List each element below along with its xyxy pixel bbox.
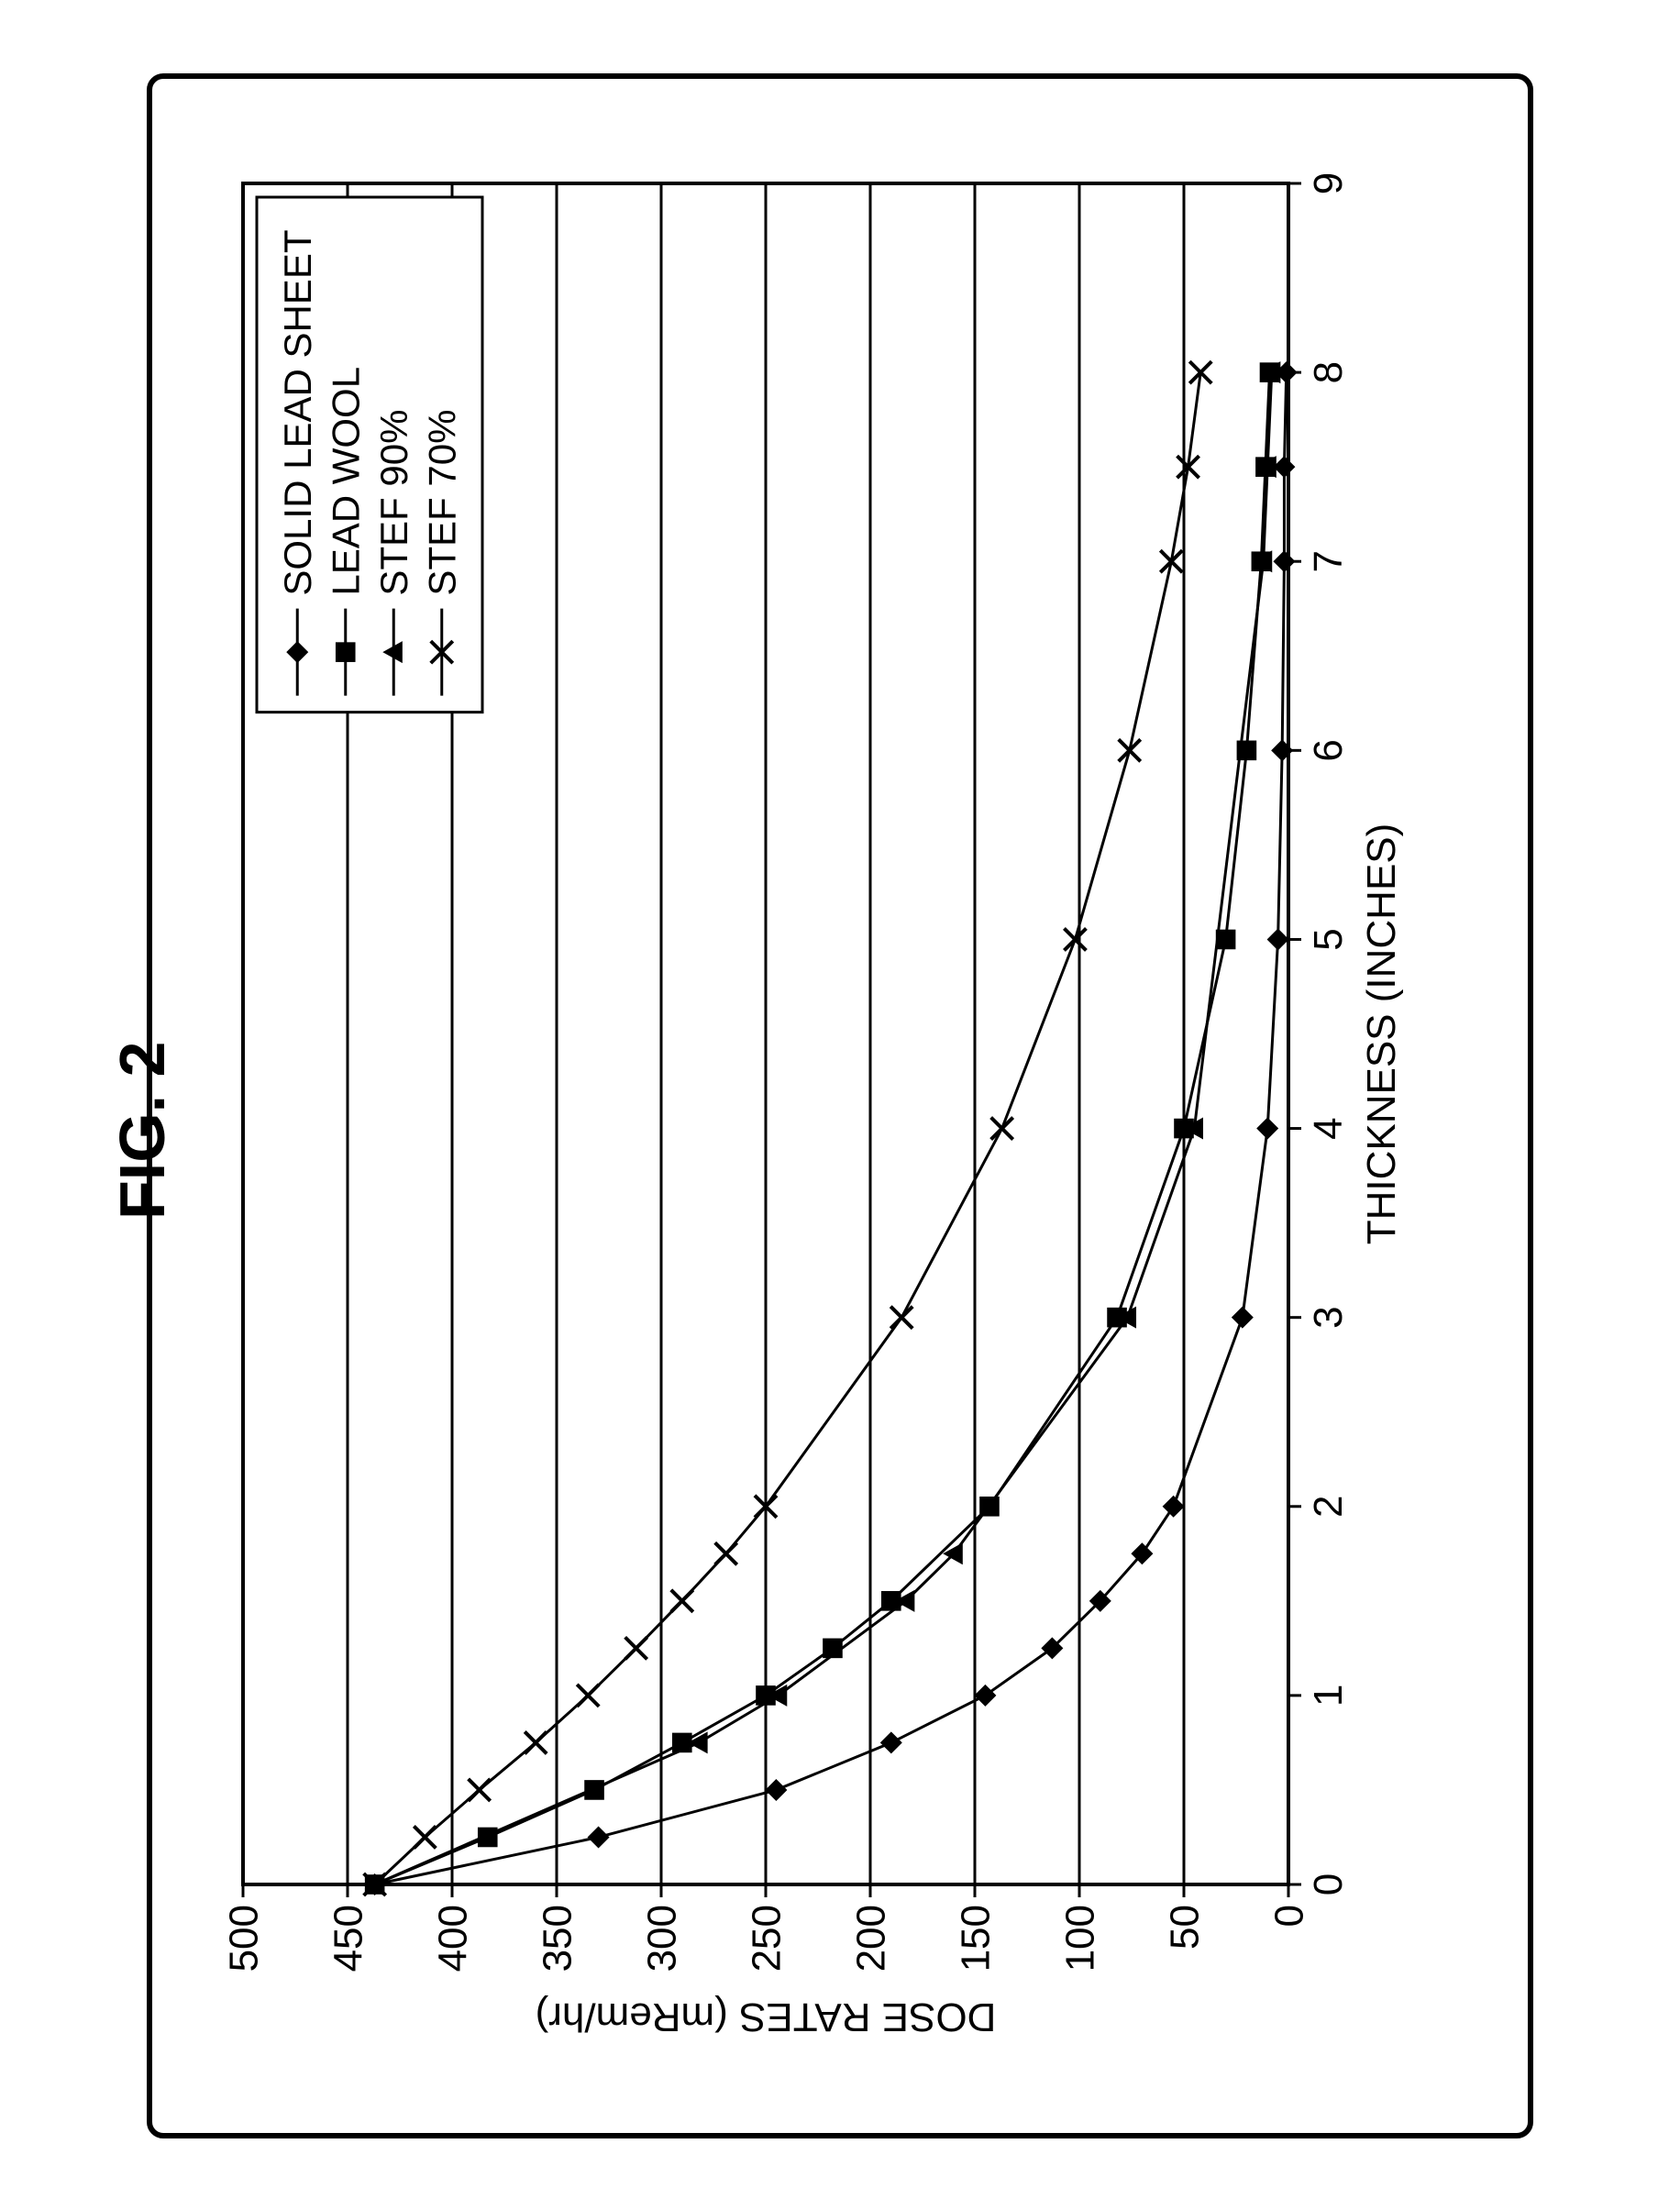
svg-text:5: 5 xyxy=(1306,928,1351,950)
svg-text:350: 350 xyxy=(535,1905,580,1972)
svg-text:0: 0 xyxy=(1306,1873,1351,1895)
svg-text:7: 7 xyxy=(1306,550,1351,572)
figure-label: FIG. 2 xyxy=(105,1042,179,1220)
svg-text:STEF 90%: STEF 90% xyxy=(372,410,415,596)
svg-text:250: 250 xyxy=(744,1905,789,1972)
svg-text:DOSE RATES (mRem/hr): DOSE RATES (mRem/hr) xyxy=(536,1995,997,2039)
svg-text:200: 200 xyxy=(848,1905,893,1972)
svg-text:LEAD WOOL: LEAD WOOL xyxy=(324,367,367,596)
svg-text:9: 9 xyxy=(1306,172,1351,194)
svg-text:4: 4 xyxy=(1306,1117,1351,1139)
svg-text:150: 150 xyxy=(953,1905,998,1972)
chart-svg: 0 1 2 3 4 5 6 7 8 9 0 50 100 150 200 250 300 350 400 450 500… xyxy=(220,151,1440,2054)
chart: 0 1 2 3 4 5 6 7 8 9 0 50 100 150 200 250 300 350 400 450 500… xyxy=(220,151,1440,2054)
svg-text:2: 2 xyxy=(1306,1496,1351,1518)
legend: SOLID LEAD SHEETLEAD WOOLSTEF 90%STEF 70… xyxy=(257,197,482,713)
svg-text:400: 400 xyxy=(430,1905,475,1972)
svg-text:SOLID LEAD SHEET: SOLID LEAD SHEET xyxy=(276,230,319,596)
svg-text:450: 450 xyxy=(326,1905,370,1972)
svg-text:500: 500 xyxy=(221,1905,266,1972)
svg-text:3: 3 xyxy=(1306,1306,1351,1328)
svg-text:8: 8 xyxy=(1306,361,1351,383)
svg-text:100: 100 xyxy=(1057,1905,1102,1972)
svg-text:50: 50 xyxy=(1162,1905,1207,1950)
svg-text:STEF 70%: STEF 70% xyxy=(420,410,463,596)
svg-text:6: 6 xyxy=(1306,739,1351,761)
svg-text:1: 1 xyxy=(1306,1685,1351,1707)
svg-text:THICKNESS (INCHES): THICKNESS (INCHES) xyxy=(1359,823,1404,1245)
svg-text:0: 0 xyxy=(1266,1905,1311,1927)
svg-text:300: 300 xyxy=(639,1905,684,1972)
